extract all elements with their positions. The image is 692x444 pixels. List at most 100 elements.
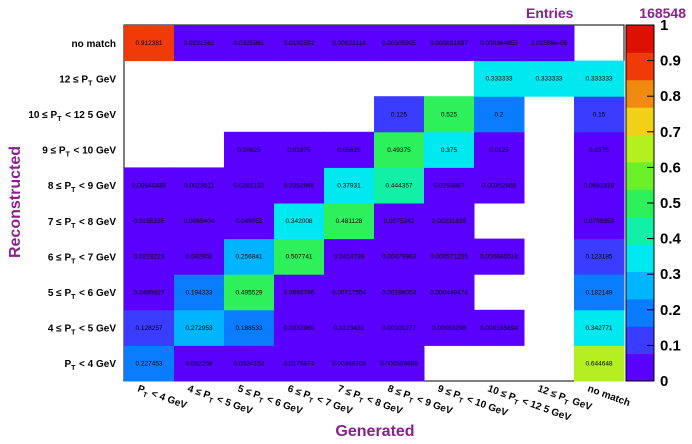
heatmap-cell bbox=[224, 167, 275, 204]
cell-value-label: 0.37931 bbox=[337, 183, 361, 190]
cell-value-label: 0.0275242 bbox=[384, 218, 415, 225]
cell-value-label: 0.000364855 bbox=[480, 40, 518, 47]
heatmap-cell bbox=[224, 274, 275, 311]
cell-value-label: 0.00231639 bbox=[432, 218, 467, 225]
cell-value-label: 0.333333 bbox=[485, 76, 512, 83]
y-tick-label: 9 ≤ PT < 10 GeV bbox=[42, 146, 116, 159]
cell-value-label: 0.000185894 bbox=[480, 325, 518, 332]
cell-value-label: 0.0218223 bbox=[134, 254, 165, 261]
palette-tick-label: 0.2 bbox=[660, 302, 681, 319]
y-tick-label: 6 ≤ PT < 7 GeV bbox=[48, 252, 116, 265]
heatmap-cell bbox=[224, 345, 275, 382]
cell-value-label: 0.256841 bbox=[235, 254, 262, 261]
cell-value-label: 0.00063298 bbox=[432, 325, 467, 332]
cell-value-label: 0.375 bbox=[441, 147, 458, 154]
heatmap-cell bbox=[474, 167, 525, 204]
x-tick-label: 12 ≤ PT GeV bbox=[535, 383, 593, 415]
heatmap-cell bbox=[374, 345, 425, 382]
y-tick-label: PT < 4 GeV bbox=[64, 359, 116, 372]
cell-value-label: 0.182149 bbox=[585, 289, 612, 296]
palette-swatch bbox=[626, 271, 654, 300]
entries-label: Entries bbox=[526, 5, 574, 21]
cell-value-label: 0.05625 bbox=[337, 147, 361, 154]
cell-value-label: 0.0221562 bbox=[184, 40, 215, 47]
cell-value-label: 0.0023511 bbox=[184, 183, 215, 190]
cell-value-label: 0.0293887 bbox=[434, 183, 465, 190]
heatmap-cell bbox=[524, 60, 575, 97]
heatmap-cell bbox=[174, 25, 225, 62]
heatmap-cell bbox=[374, 131, 425, 168]
palette-tick-label: 0.9 bbox=[660, 53, 681, 70]
heatmap-cell bbox=[474, 60, 525, 97]
cell-value-label: 0.912381 bbox=[135, 40, 162, 47]
heatmap-cell bbox=[324, 274, 375, 311]
cell-value-label: 0.15 bbox=[593, 111, 606, 118]
y-tick-label: 4 ≤ PT < 5 GeV bbox=[48, 324, 116, 337]
y-tick-labels: PT < 4 GeV 4 ≤ PT < 5 GeV 5 ≤ PT < 6 GeV 6 … bbox=[28, 39, 116, 372]
heatmap-cell bbox=[174, 309, 225, 346]
y-axis-title: Reconstructed bbox=[7, 146, 24, 258]
heatmap-cell bbox=[374, 238, 425, 275]
cell-value-label: 0.000685518 bbox=[480, 254, 518, 261]
y-tick-label: 10 ≤ PT < 12 5 GeV bbox=[28, 110, 116, 123]
palette-swatch bbox=[626, 107, 654, 136]
heatmap-cell bbox=[474, 309, 525, 346]
cell-value-label: 0.333333 bbox=[535, 76, 562, 83]
cell-value-label: 0.0758959 bbox=[584, 218, 615, 225]
palette-tick-label: 0.6 bbox=[660, 159, 681, 176]
palette-swatch bbox=[626, 326, 654, 355]
y-tick-label: 12 ≤ PT GeV bbox=[59, 74, 116, 87]
heatmap-cell bbox=[424, 96, 475, 133]
cell-value-label: 0.00101277 bbox=[382, 325, 417, 332]
heatmap-cell bbox=[124, 167, 175, 204]
palette-tick-label: 0.1 bbox=[660, 337, 681, 354]
heatmap-cell bbox=[524, 25, 575, 62]
palette-swatch bbox=[626, 52, 654, 81]
heatmap-cell bbox=[374, 274, 425, 311]
heatmap-cell bbox=[274, 25, 325, 62]
cell-value-label: 0.000831897 bbox=[430, 40, 468, 47]
cell-value-label: 0.00198053 bbox=[382, 289, 417, 296]
heatmap-cell bbox=[174, 345, 225, 382]
cell-value-label: 0.125 bbox=[391, 111, 408, 118]
cell-value-label: 0.0693796 bbox=[284, 289, 315, 296]
cell-value-label: 0.0352665 bbox=[284, 183, 315, 190]
palette-swatch bbox=[626, 216, 654, 245]
cell-value-label: 0.333333 bbox=[585, 76, 612, 83]
heatmap-cell bbox=[574, 238, 625, 275]
heatmap-cell bbox=[324, 345, 375, 382]
cell-value-label: 0.000571265 bbox=[430, 254, 468, 261]
cell-value-label: 0.0414739 bbox=[334, 254, 365, 261]
cell-value-label: 0.049053 bbox=[235, 218, 262, 225]
heatmap-cell bbox=[374, 25, 425, 62]
heatmap-cell bbox=[574, 309, 625, 346]
cell-value-label: 0.0282132 bbox=[234, 183, 265, 190]
cell-value-label: 0.507741 bbox=[285, 254, 312, 261]
palette-swatch bbox=[626, 353, 654, 382]
palette-tick-label: 1 bbox=[660, 17, 668, 34]
heatmap-cell bbox=[324, 25, 375, 62]
cell-value-label: 0.0192592 bbox=[284, 40, 315, 47]
palette-swatch bbox=[626, 298, 654, 327]
heatmap-cell bbox=[574, 60, 625, 97]
palette-tick-label: 0.3 bbox=[660, 266, 681, 283]
palette-swatch bbox=[626, 244, 654, 272]
cell-value-label: 0.0375 bbox=[589, 147, 609, 154]
cell-value-label: 0.00305905 bbox=[382, 40, 417, 47]
heatmap-cell bbox=[324, 167, 375, 204]
heatmap-cell bbox=[124, 25, 175, 62]
heatmap-cell bbox=[574, 345, 625, 382]
cell-value-label: 0.0325961 bbox=[234, 40, 265, 47]
cell-value-label: 0.00923118 bbox=[332, 40, 366, 47]
cell-value-label: 0.00369706 bbox=[332, 361, 367, 368]
x-axis-title: Generated bbox=[335, 423, 414, 440]
cell-value-label: 0.272953 bbox=[185, 325, 212, 332]
cell-value-label: 0.0681818 bbox=[584, 183, 615, 190]
heatmap-cell bbox=[424, 309, 475, 346]
heatmap-cell bbox=[424, 203, 475, 240]
heatmap-cell bbox=[124, 274, 175, 311]
cell-value-label: 0.49375 bbox=[387, 147, 411, 154]
cell-value-label: 0.194333 bbox=[185, 289, 212, 296]
cell-value-label: 0.01875 bbox=[287, 147, 311, 154]
